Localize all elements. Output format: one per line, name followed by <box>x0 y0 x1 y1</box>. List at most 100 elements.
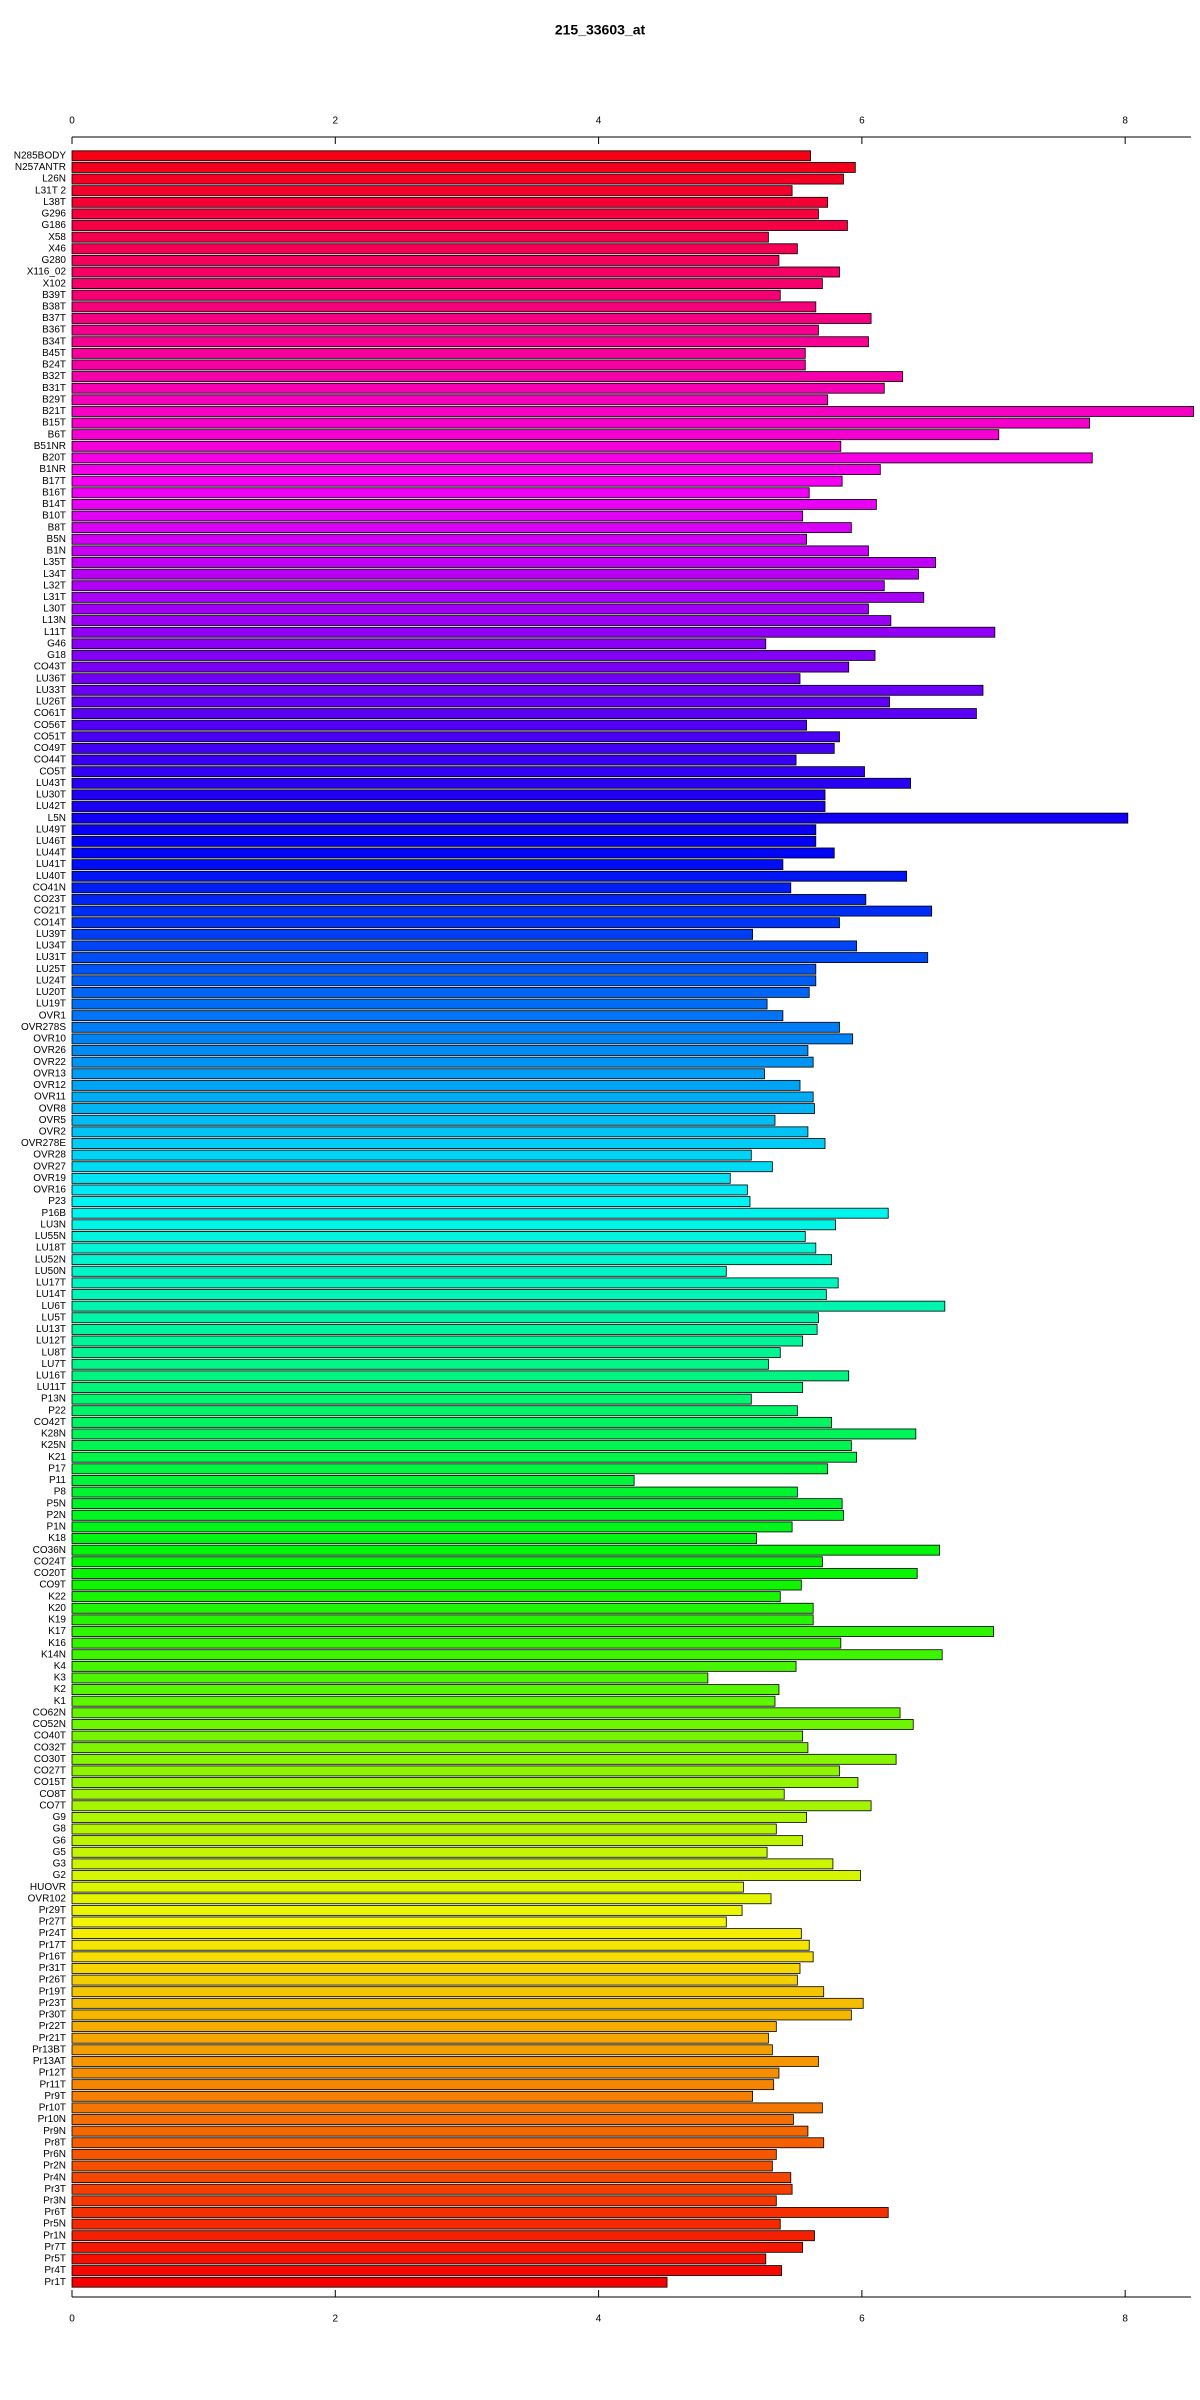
y-tick-label: LU49T <box>36 824 66 835</box>
bar <box>71 1161 773 1173</box>
bar <box>71 498 877 510</box>
y-tick-label: B45T <box>42 348 66 359</box>
y-tick-label: X58 <box>48 232 66 243</box>
bar <box>71 429 1000 441</box>
bar <box>71 313 872 324</box>
bar <box>71 1997 864 2009</box>
bar <box>71 1614 814 1626</box>
bar <box>71 1254 833 1266</box>
bar <box>71 1579 802 1591</box>
bar <box>71 1068 765 1080</box>
y-tick-label: LU12T <box>36 1336 66 1347</box>
bar <box>71 1079 801 1091</box>
y-tick-label: OVR22 <box>33 1057 66 1068</box>
y-tick-label: CO40T <box>34 1731 66 1742</box>
y-tick-label: CO52N <box>33 1719 66 1730</box>
bar <box>71 1010 784 1022</box>
y-tick-label: Pr1T <box>44 2277 66 2288</box>
y-tick-label: B38T <box>42 302 66 313</box>
x-tick-label: 0 <box>69 2314 75 2325</box>
bar <box>71 766 865 778</box>
bar <box>71 1870 861 1881</box>
bar <box>71 615 892 627</box>
bar <box>71 324 819 336</box>
y-tick-label: Pr30T <box>39 2010 66 2021</box>
y-tick-label: LU30T <box>36 790 66 801</box>
bar <box>71 673 801 685</box>
bar <box>71 1312 819 1324</box>
y-tick-label: LU31T <box>36 952 66 963</box>
bar <box>71 789 826 801</box>
bar <box>71 347 806 359</box>
bar <box>71 1138 826 1149</box>
y-tick-label: B17T <box>42 476 66 487</box>
y-tick-label: P17 <box>48 1463 66 1474</box>
bar <box>71 1928 802 1940</box>
bar <box>71 522 852 534</box>
bar <box>71 533 807 545</box>
y-tick-label: Pr9T <box>44 2091 66 2102</box>
bar <box>71 2056 819 2067</box>
y-tick-label: N285BODY <box>14 150 67 161</box>
y-tick-label: Pr12T <box>39 2068 66 2079</box>
y-tick-label: K22 <box>48 1591 66 1602</box>
bar <box>71 650 876 661</box>
y-tick-label: LU39T <box>36 929 66 940</box>
y-tick-label: OVR1 <box>39 1010 67 1021</box>
bar <box>71 1881 744 1893</box>
y-tick-label: LU33T <box>36 685 66 696</box>
bar <box>71 1556 823 1568</box>
y-tick-label: L30T <box>43 604 66 615</box>
bar <box>71 1172 731 1184</box>
y-tick-label: Pr29T <box>39 1905 66 1916</box>
bar <box>71 1649 943 1661</box>
bar <box>71 719 807 731</box>
y-tick-label: B16T <box>42 487 66 498</box>
y-tick-label: HUOVR <box>30 1882 66 1893</box>
bar <box>71 1753 897 1765</box>
y-tick-label: P23 <box>48 1196 66 1207</box>
bar <box>71 1347 781 1359</box>
bar <box>71 231 769 243</box>
bar <box>71 2195 777 2207</box>
y-tick-label: L32T <box>43 580 66 591</box>
bar <box>71 1416 833 1428</box>
bar <box>71 1475 635 1486</box>
bar <box>71 1033 854 1045</box>
bar <box>71 2230 815 2242</box>
bar <box>71 801 826 812</box>
y-tick-label: LU43T <box>36 778 66 789</box>
bar <box>71 254 780 266</box>
y-tick-label: LU41T <box>36 859 66 870</box>
bar <box>71 1440 852 1451</box>
y-tick-label: Pr24T <box>39 1928 66 1939</box>
bar <box>71 1521 793 1533</box>
bar <box>71 1951 814 1963</box>
bar <box>71 1114 776 1126</box>
bar <box>71 1637 842 1649</box>
bar <box>71 2114 794 2125</box>
y-tick-label: G8 <box>53 1824 67 1835</box>
y-tick-label: B24T <box>42 360 66 371</box>
y-tick-label: Pr9N <box>43 2126 66 2137</box>
y-tick-label: Pr7T <box>44 2242 66 2253</box>
y-tick-label: OVR5 <box>39 1115 67 1126</box>
bar <box>71 243 798 255</box>
y-tick-label: CO20T <box>34 1568 66 1579</box>
bar <box>71 638 767 650</box>
y-tick-label: Pr5N <box>43 2219 66 2230</box>
y-tick-label: CO51T <box>34 731 66 742</box>
bar <box>71 1486 798 1498</box>
y-tick-label: G186 <box>42 220 67 231</box>
bar <box>71 1265 727 1277</box>
bar <box>71 173 844 185</box>
y-tick-label: L5N <box>48 813 66 824</box>
bar <box>71 1916 727 1928</box>
y-tick-label: K18 <box>48 1533 66 1544</box>
bar <box>71 870 908 882</box>
x-tick-label: 6 <box>859 116 865 127</box>
y-tick-label: CO7T <box>39 1800 66 1811</box>
bar <box>71 1358 769 1370</box>
bar <box>71 2276 668 2288</box>
y-tick-label: LU7T <box>42 1359 66 1370</box>
